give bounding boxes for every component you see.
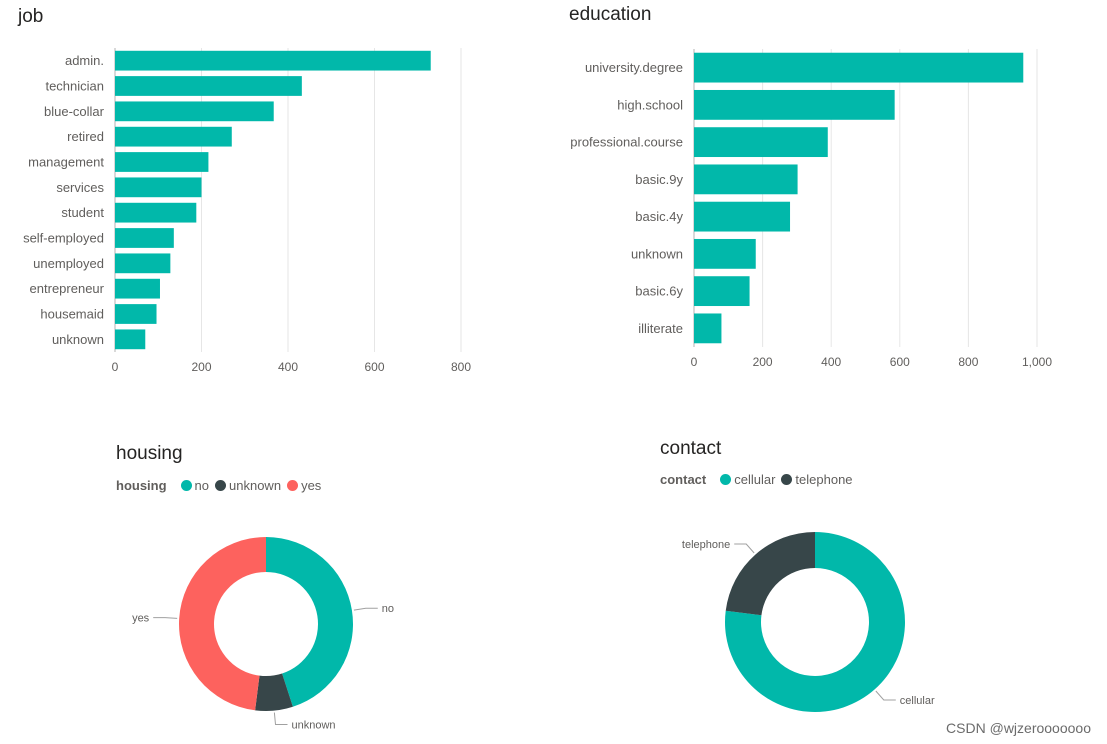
leader-line: [273, 712, 288, 726]
housing-legend-item-unknown[interactable]: unknown: [215, 478, 281, 493]
leader-line: [734, 543, 755, 554]
bar-student[interactable]: [115, 202, 197, 223]
bar-blue-collar[interactable]: [115, 101, 274, 122]
category-label: high.school: [617, 97, 683, 112]
bar-unknown[interactable]: [694, 238, 756, 269]
category-label: management: [28, 155, 104, 170]
slice-label: cellular: [900, 695, 935, 707]
category-label: entrepreneur: [30, 281, 105, 296]
bar-management[interactable]: [115, 152, 209, 172]
housing-legend-title: housing: [116, 478, 167, 493]
leader-line: [153, 617, 178, 619]
category-label: basic.6y: [635, 284, 683, 299]
bar-services[interactable]: [115, 177, 202, 198]
bar-basic.6y[interactable]: [694, 276, 750, 307]
contact-chart-title: contact: [660, 438, 722, 459]
contact-legend-item-cellular[interactable]: cellular: [720, 472, 775, 487]
bar-basic.9y[interactable]: [694, 164, 798, 195]
housing-legend-item-yes[interactable]: yes: [287, 478, 321, 493]
watermark: CSDN @wjzerooooooo: [946, 720, 1091, 736]
slice-label: telephone: [682, 539, 730, 551]
x-tick-label: 800: [451, 360, 471, 374]
bar-illiterate[interactable]: [694, 313, 722, 344]
x-tick-label: 400: [278, 360, 298, 374]
legend-dot-icon: [215, 480, 227, 491]
slice-label: yes: [132, 613, 150, 625]
bar-technician[interactable]: [115, 76, 302, 96]
slice-telephone[interactable]: [725, 532, 815, 616]
x-tick-label: 800: [958, 355, 978, 369]
housing-legend-item-no[interactable]: no: [180, 478, 210, 493]
bar-university.degree[interactable]: [694, 52, 1024, 83]
category-label: admin.: [65, 53, 104, 68]
education-bar-chart: 0 200 400 600 800 1,000 university.degree high.…: [570, 49, 1052, 369]
contact-legend-title: contact: [660, 472, 707, 487]
bar-housemaid[interactable]: [115, 304, 157, 324]
category-label: technician: [45, 79, 104, 94]
bar-professional.course[interactable]: [694, 127, 828, 158]
category-label: unknown: [52, 332, 104, 347]
education-chart-title: education: [569, 4, 652, 25]
category-label: self-employed: [23, 231, 104, 246]
slice-label: unknown: [292, 720, 336, 732]
bar-high.school[interactable]: [694, 89, 895, 120]
x-tick-label: 400: [821, 355, 841, 369]
category-label: student: [61, 205, 104, 220]
contact-donut-chart: cellular telephone: [682, 532, 935, 712]
legend-label: unknown: [229, 478, 282, 493]
slice-cellular[interactable]: [725, 532, 905, 712]
slice-yes[interactable]: [178, 537, 266, 711]
legend-dot-icon: [781, 474, 793, 485]
bar-retired[interactable]: [115, 126, 232, 147]
category-label: illiterate: [638, 321, 683, 336]
category-label: basic.9y: [635, 172, 683, 187]
bar-unknown[interactable]: [115, 329, 146, 350]
category-label: services: [56, 180, 104, 195]
category-label: professional.course: [570, 135, 683, 150]
x-tick-label: 600: [890, 355, 910, 369]
housing-legend: housing no unknown yes: [116, 478, 327, 493]
category-label: housemaid: [40, 307, 104, 322]
bar-admin.[interactable]: [115, 50, 431, 71]
x-tick-label: 200: [191, 360, 211, 374]
leader-line: [875, 690, 896, 701]
contact-legend-item-telephone[interactable]: telephone: [781, 472, 853, 487]
legend-label: telephone: [795, 472, 853, 487]
x-tick-label: 1,000: [1022, 355, 1052, 369]
slice-label: no: [382, 603, 394, 615]
x-tick-label: 0: [112, 360, 119, 374]
x-tick-label: 200: [753, 355, 773, 369]
x-tick-label: 600: [364, 360, 384, 374]
slice-no[interactable]: [266, 537, 353, 707]
slice-unknown[interactable]: [255, 673, 293, 711]
leader-line: [353, 607, 378, 611]
job-chart-title: job: [18, 6, 44, 27]
category-label: retired: [67, 129, 104, 144]
category-label: unknown: [631, 246, 683, 261]
legend-dot-icon: [720, 474, 732, 485]
x-tick-label: 0: [691, 355, 698, 369]
legend-label: yes: [301, 478, 322, 493]
housing-chart-title: housing: [116, 443, 183, 464]
bar-entrepreneur[interactable]: [115, 278, 160, 299]
legend-dot-icon: [287, 480, 299, 491]
category-label: blue-collar: [44, 104, 105, 119]
bar-self-employed[interactable]: [115, 228, 174, 248]
category-label: university.degree: [585, 60, 683, 75]
bar-unemployed[interactable]: [115, 253, 171, 274]
job-bar-chart: 0 200 400 600 800 admin. technician blue-collar…: [23, 48, 471, 374]
bar-basic.4y[interactable]: [694, 201, 791, 232]
housing-donut-chart: no unknown yes: [132, 537, 394, 732]
legend-dot-icon: [180, 480, 192, 491]
legend-label: no: [194, 478, 210, 493]
category-label: unemployed: [33, 256, 104, 271]
legend-label: cellular: [734, 472, 776, 487]
contact-legend: contact cellular telephone: [660, 472, 859, 487]
category-label: basic.4y: [635, 209, 683, 224]
